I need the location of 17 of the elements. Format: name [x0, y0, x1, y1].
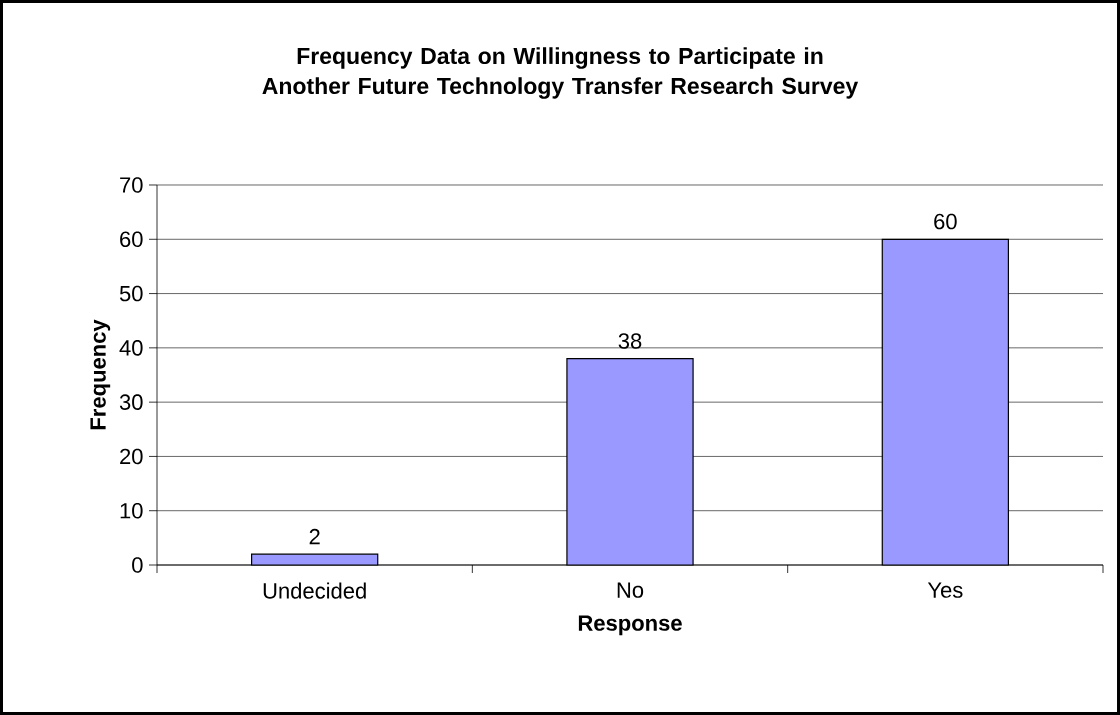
data-label: 2 — [309, 528, 320, 545]
y-tick-label: 20 — [120, 448, 143, 465]
y-tick-label: 0 — [132, 557, 143, 573]
x-tick-label: Undecided — [263, 582, 366, 599]
y-axis-title: Frequency — [90, 319, 111, 430]
x-axis-title: Response — [578, 615, 682, 636]
y-tick-label: 60 — [120, 231, 143, 248]
y-tick-label: 10 — [120, 502, 143, 519]
y-tick-label: 70 — [120, 177, 143, 193]
chart-title: Frequency Data on Willingness to Participate in Another Future Technology Transfer Research Survey — [262, 47, 859, 99]
y-tick-label: 40 — [119, 340, 143, 356]
y-tick-label: 50 — [119, 285, 143, 302]
y-tick-label: 30 — [119, 394, 143, 410]
x-tick-label: Yes — [927, 582, 963, 598]
data-label: 60 — [934, 213, 957, 230]
data-label: 38 — [618, 333, 642, 349]
x-tick-label: No — [617, 582, 644, 598]
